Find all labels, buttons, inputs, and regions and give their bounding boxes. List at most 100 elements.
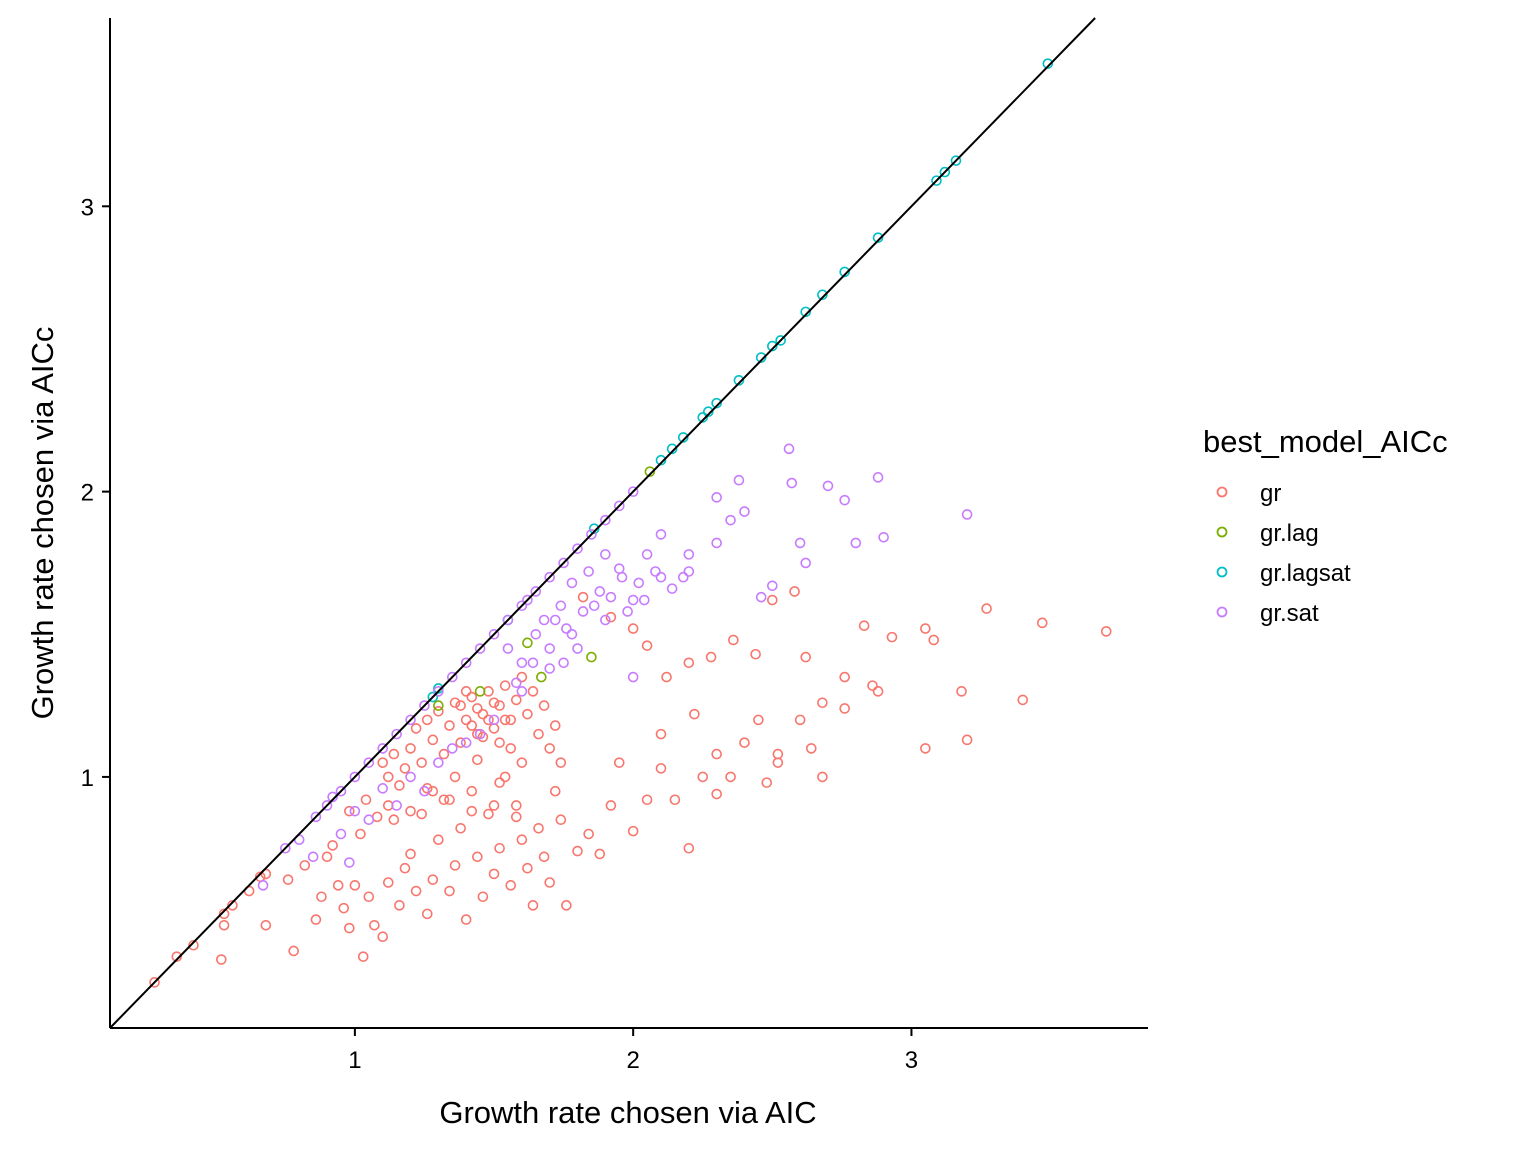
data-point <box>633 577 645 589</box>
data-point <box>349 771 361 783</box>
data-point <box>711 748 722 760</box>
data-point <box>405 714 416 726</box>
data-point <box>382 877 394 888</box>
data-point <box>561 623 572 634</box>
data-point <box>433 683 444 694</box>
legend-key-gr-lagsat <box>1216 566 1228 578</box>
data-point <box>510 694 522 706</box>
data-point <box>502 643 514 654</box>
points-layer <box>149 58 1112 988</box>
data-point <box>419 700 430 711</box>
data-point <box>555 757 567 768</box>
data-point <box>761 777 773 788</box>
data-point <box>549 720 561 731</box>
data-point <box>931 175 942 186</box>
data-point <box>677 432 689 443</box>
data-point <box>600 514 611 526</box>
data-point <box>483 714 494 726</box>
data-point <box>377 743 389 754</box>
data-point <box>697 412 709 423</box>
data-point <box>218 919 230 931</box>
data-point <box>544 571 555 583</box>
data-point <box>703 406 714 418</box>
data-point <box>460 657 472 669</box>
data-point <box>474 728 486 740</box>
data-point <box>733 474 745 486</box>
data-point <box>344 922 355 934</box>
data-point <box>561 900 572 911</box>
data-point <box>377 931 389 943</box>
data-point <box>725 514 736 526</box>
data-point <box>349 805 361 817</box>
data-point <box>605 611 617 623</box>
data-point <box>310 811 322 823</box>
data-point <box>369 919 380 931</box>
data-point <box>627 825 639 837</box>
series-gr-lag <box>433 466 656 711</box>
legend-key-gr-lag <box>1216 526 1228 538</box>
data-point <box>639 594 650 606</box>
data-point <box>483 808 494 820</box>
data-point <box>817 289 828 301</box>
data-point <box>572 845 583 857</box>
data-point <box>344 805 355 817</box>
data-point <box>956 686 967 697</box>
data-point <box>399 862 411 874</box>
data-point <box>886 631 898 643</box>
data-point <box>477 708 489 720</box>
data-point <box>438 748 450 760</box>
data-point <box>488 723 500 734</box>
data-point <box>394 780 405 791</box>
data-point <box>753 714 764 726</box>
data-point <box>260 919 272 931</box>
data-point <box>363 891 375 903</box>
data-point <box>282 874 294 885</box>
data-point <box>227 900 238 911</box>
data-point <box>344 857 355 868</box>
data-point <box>850 537 862 549</box>
data-point <box>566 577 578 589</box>
legend-key-gr-sat <box>1216 606 1228 618</box>
data-point <box>472 703 483 714</box>
data-point <box>728 634 739 646</box>
data-point <box>538 700 550 711</box>
data-point <box>800 651 812 663</box>
data-point <box>257 880 269 891</box>
data-point <box>516 757 528 768</box>
x-tick-label: 1 <box>348 1047 361 1074</box>
data-point <box>772 748 784 760</box>
data-point <box>405 771 416 783</box>
data-point <box>522 594 533 606</box>
data-point <box>410 723 422 734</box>
data-point <box>711 537 722 549</box>
data-point <box>822 480 834 492</box>
data-point <box>544 743 555 754</box>
data-point <box>416 808 427 820</box>
data-point <box>1036 617 1048 629</box>
legend-label: gr.sat <box>1260 600 1319 627</box>
data-point <box>805 743 817 754</box>
data-point <box>466 785 478 797</box>
data-point <box>981 603 992 614</box>
data-point <box>472 754 483 766</box>
data-point <box>558 657 569 669</box>
data-point <box>711 788 722 800</box>
legend-label: gr.lagsat <box>1260 560 1351 587</box>
data-point <box>641 549 653 560</box>
data-point <box>920 743 931 754</box>
data-point <box>1100 626 1112 637</box>
data-point <box>405 743 416 754</box>
data-point <box>360 794 372 806</box>
data-point <box>388 814 400 826</box>
data-point <box>800 557 812 569</box>
data-point <box>488 628 500 640</box>
data-point <box>928 634 940 646</box>
data-point <box>530 628 542 640</box>
data-point <box>650 566 661 577</box>
data-point <box>950 155 962 166</box>
y-tick-label: 1 <box>81 765 94 792</box>
x-axis-ticks: 1 2 3 <box>348 1028 918 1074</box>
data-point <box>363 757 375 768</box>
